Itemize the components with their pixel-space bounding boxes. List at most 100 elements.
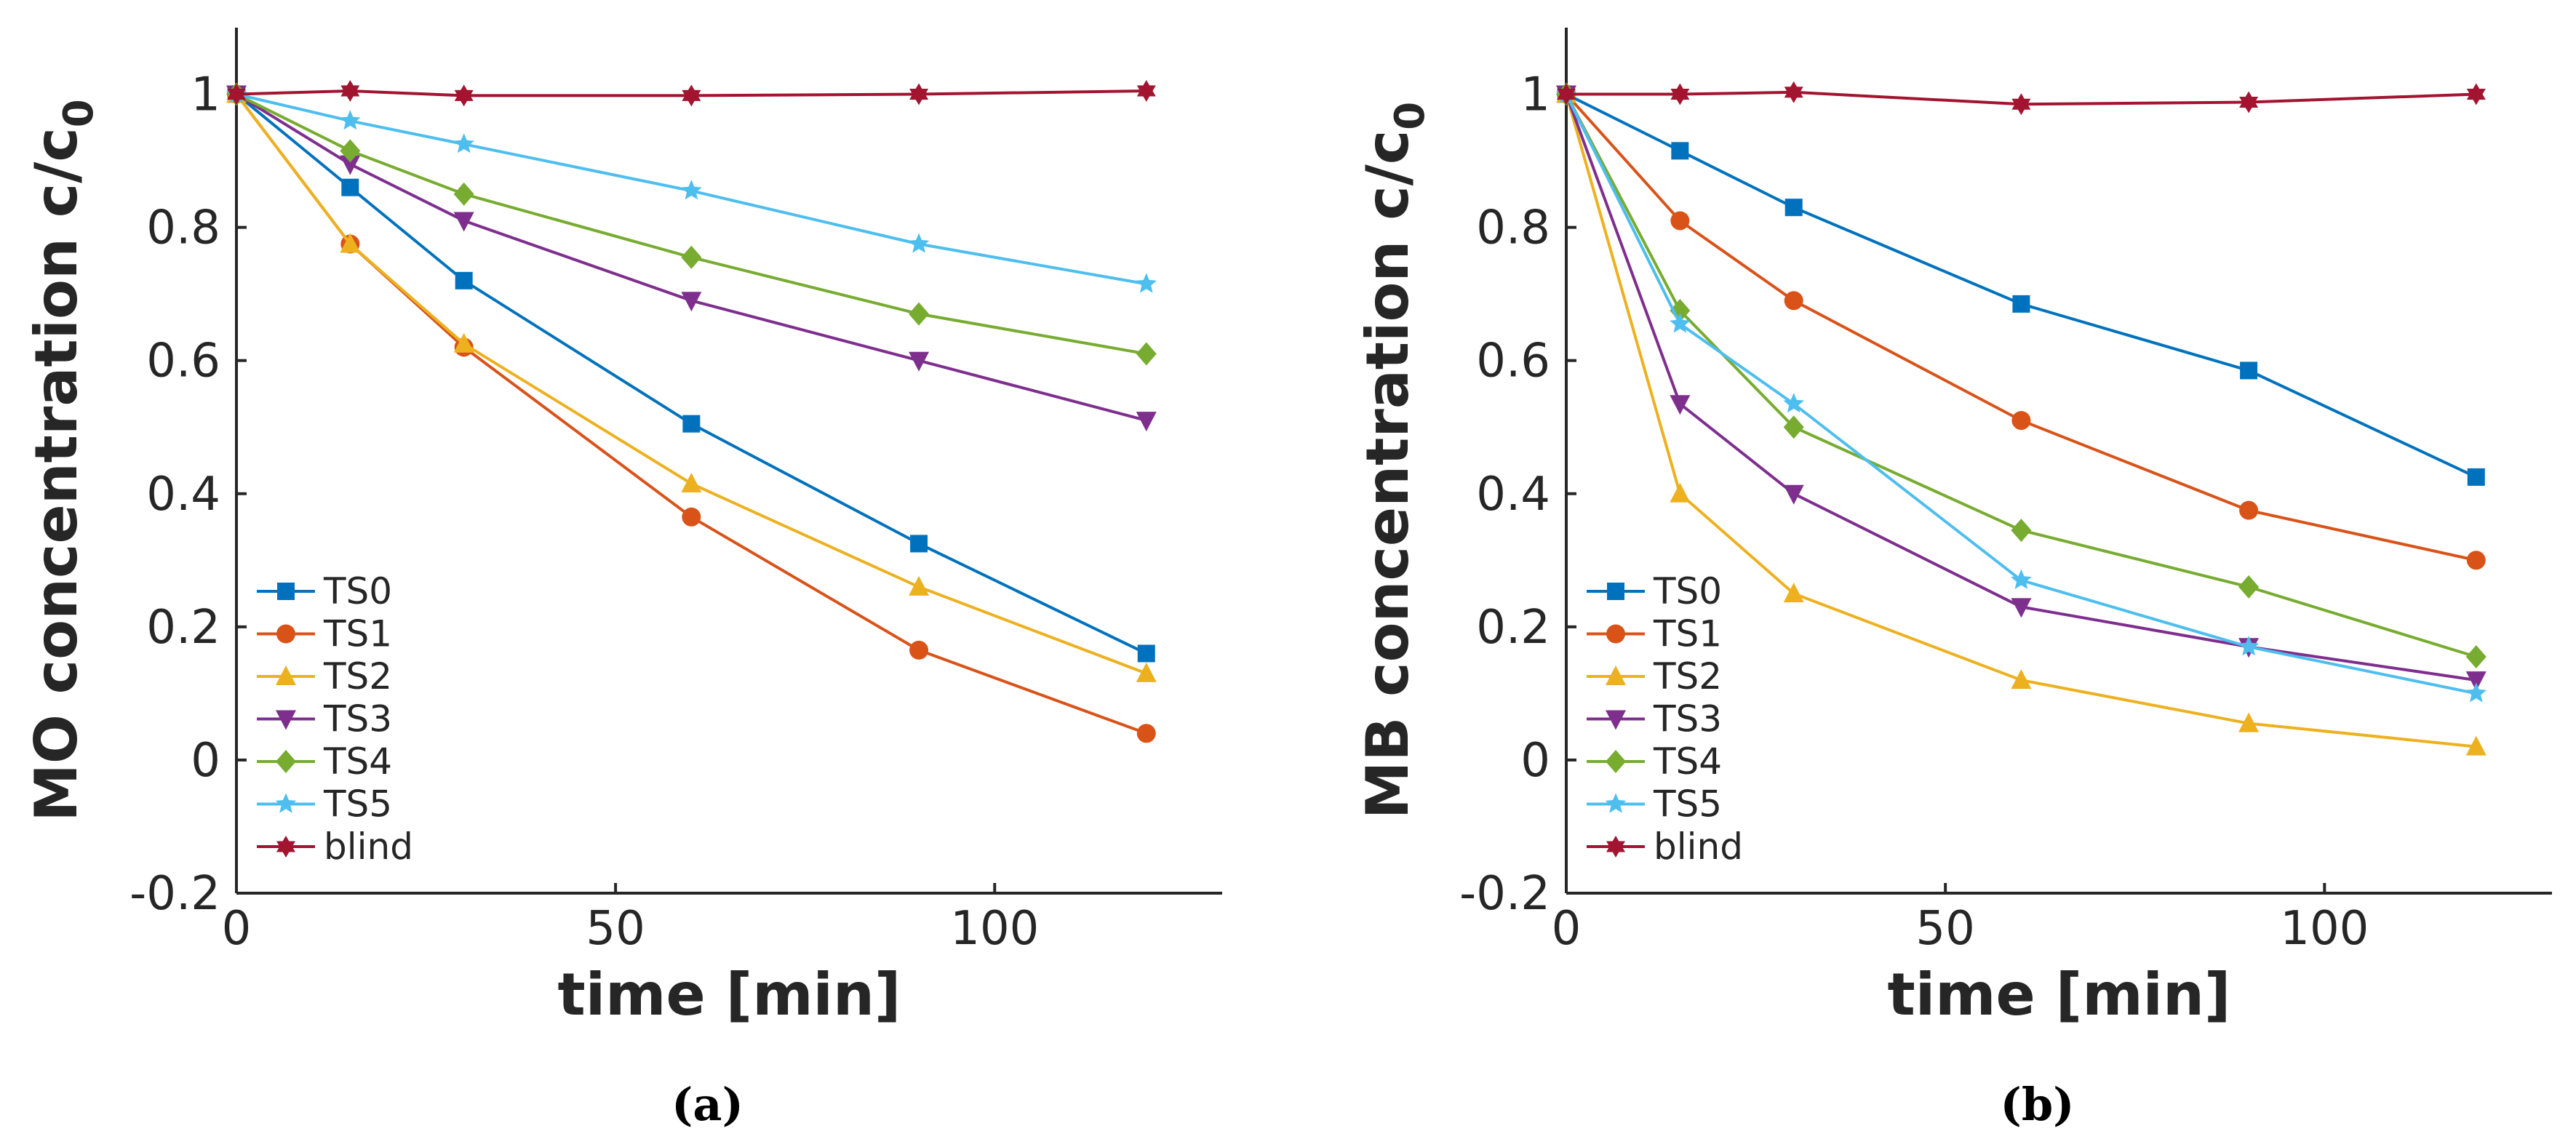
x-tick-label: 50 bbox=[586, 902, 645, 956]
data-point-TS3 bbox=[453, 212, 474, 232]
legend-marker-TS2 bbox=[276, 666, 296, 685]
data-point-blind bbox=[2466, 83, 2486, 105]
data-point-TS4 bbox=[2238, 575, 2260, 599]
y-tick-label: 0.4 bbox=[1476, 468, 1550, 521]
series-line-TS0 bbox=[235, 92, 1147, 655]
legend-entry-TS5: TS5 bbox=[257, 783, 392, 826]
data-point-TS4 bbox=[453, 182, 474, 206]
data-point-blind bbox=[2239, 91, 2259, 113]
data-point-TS4 bbox=[2011, 519, 2032, 543]
series-line-TS1 bbox=[1565, 93, 2477, 562]
legend-marker-blind bbox=[1606, 836, 1625, 858]
data-point-TS5 bbox=[1670, 313, 1691, 333]
data-point-TS2 bbox=[1136, 662, 1157, 682]
data-point-blind bbox=[1136, 80, 1156, 102]
legend-marker-TS3 bbox=[1606, 710, 1626, 730]
data-point-TS5 bbox=[340, 110, 361, 130]
data-point-TS3 bbox=[1136, 412, 1157, 432]
legend-marker-TS5 bbox=[1605, 793, 1627, 813]
series-TS0 bbox=[1558, 85, 2485, 486]
y-axis-title-main: MB concentration c/c bbox=[1354, 130, 1421, 820]
legend-marker-TS3 bbox=[276, 710, 296, 730]
data-point-TS5 bbox=[2465, 682, 2487, 703]
series-line-TS3 bbox=[1565, 93, 2477, 682]
legend-entry-TS1: TS1 bbox=[257, 613, 392, 655]
y-tick-label: 0.2 bbox=[146, 601, 220, 655]
data-point-TS0 bbox=[2467, 468, 2485, 486]
series-line-TS4 bbox=[1565, 93, 2477, 658]
data-point-blind bbox=[227, 83, 246, 105]
data-point-TS2 bbox=[1670, 482, 1691, 503]
data-point-blind bbox=[1784, 81, 1803, 103]
data-point-TS2 bbox=[1783, 583, 1804, 603]
series-TS2 bbox=[1556, 83, 2487, 756]
data-point-TS3 bbox=[909, 351, 930, 372]
series-line-TS3 bbox=[235, 92, 1147, 423]
legend-marker-TS0 bbox=[277, 583, 295, 600]
series-blind bbox=[227, 80, 1156, 107]
series-TS2 bbox=[226, 83, 1157, 682]
legend-entry-TS0: TS0 bbox=[257, 570, 392, 612]
data-point-TS1 bbox=[909, 640, 929, 660]
data-point-TS0 bbox=[1785, 199, 1803, 217]
legend-label: TS5 bbox=[1653, 783, 1722, 826]
x-tick-label: 100 bbox=[950, 902, 1039, 956]
series-line-TS2 bbox=[1565, 93, 2477, 748]
series-line-TS0 bbox=[1566, 92, 2477, 479]
legend-label: TS3 bbox=[1653, 698, 1722, 740]
data-point-blind bbox=[682, 84, 701, 107]
legend-marker-TS1 bbox=[1606, 624, 1625, 644]
y-tick-label: 0 bbox=[191, 734, 220, 788]
data-point-blind bbox=[454, 84, 474, 107]
y-tick-label: 0.6 bbox=[146, 335, 220, 388]
data-point-TS5 bbox=[2011, 569, 2032, 589]
legend-marker-TS4 bbox=[1606, 750, 1626, 773]
data-point-TS0 bbox=[2012, 295, 2030, 313]
y-axis-title-main: MO concentration c/c bbox=[23, 127, 90, 822]
legend-entry-TS2: TS2 bbox=[257, 655, 392, 698]
data-point-TS3 bbox=[2011, 598, 2032, 618]
data-point-TS0 bbox=[455, 271, 473, 289]
y-axis-title: MO concentration c/c0 bbox=[23, 99, 103, 822]
data-point-blind bbox=[909, 83, 929, 105]
data-point-TS3 bbox=[2465, 671, 2487, 692]
data-point-TS4 bbox=[2465, 645, 2487, 669]
data-point-TS0 bbox=[2240, 361, 2258, 380]
data-point-TS5 bbox=[1136, 273, 1157, 293]
subfigure-caption: (a) bbox=[671, 1078, 743, 1131]
data-point-TS5 bbox=[681, 180, 702, 200]
data-point-TS3 bbox=[1783, 484, 1804, 505]
data-point-TS2 bbox=[681, 473, 702, 493]
legend-label: TS5 bbox=[323, 783, 392, 826]
y-tick-label: 1 bbox=[1520, 68, 1550, 122]
data-point-TS4 bbox=[340, 139, 361, 163]
legend-label: blind bbox=[1654, 826, 1743, 868]
data-point-TS3 bbox=[1670, 395, 1691, 415]
data-point-TS0 bbox=[341, 178, 359, 196]
data-point-TS4 bbox=[909, 302, 930, 326]
data-point-TS4 bbox=[1783, 415, 1804, 439]
y-tick-label: -0.2 bbox=[1459, 867, 1550, 921]
legend-entry-TS4: TS4 bbox=[1587, 740, 1722, 783]
legend-entry-blind: blind bbox=[1587, 826, 1743, 868]
x-tick-label: 50 bbox=[1915, 902, 1974, 956]
data-point-blind bbox=[340, 80, 360, 102]
data-point-blind bbox=[1670, 83, 1690, 105]
y-tick-label: 1 bbox=[191, 68, 220, 122]
data-point-TS1 bbox=[2011, 411, 2031, 431]
data-point-TS2 bbox=[340, 233, 361, 253]
legend-entry-blind: blind bbox=[257, 826, 413, 868]
legend-entry-TS3: TS3 bbox=[1587, 698, 1722, 740]
series-line-blind bbox=[1566, 90, 2476, 106]
y-tick-label: -0.2 bbox=[129, 867, 220, 921]
data-point-TS3 bbox=[681, 292, 702, 312]
series-TS1 bbox=[1557, 84, 2486, 570]
legend-marker-TS1 bbox=[276, 624, 295, 644]
legend-marker-TS5 bbox=[275, 793, 297, 813]
data-point-TS0 bbox=[1137, 644, 1155, 663]
